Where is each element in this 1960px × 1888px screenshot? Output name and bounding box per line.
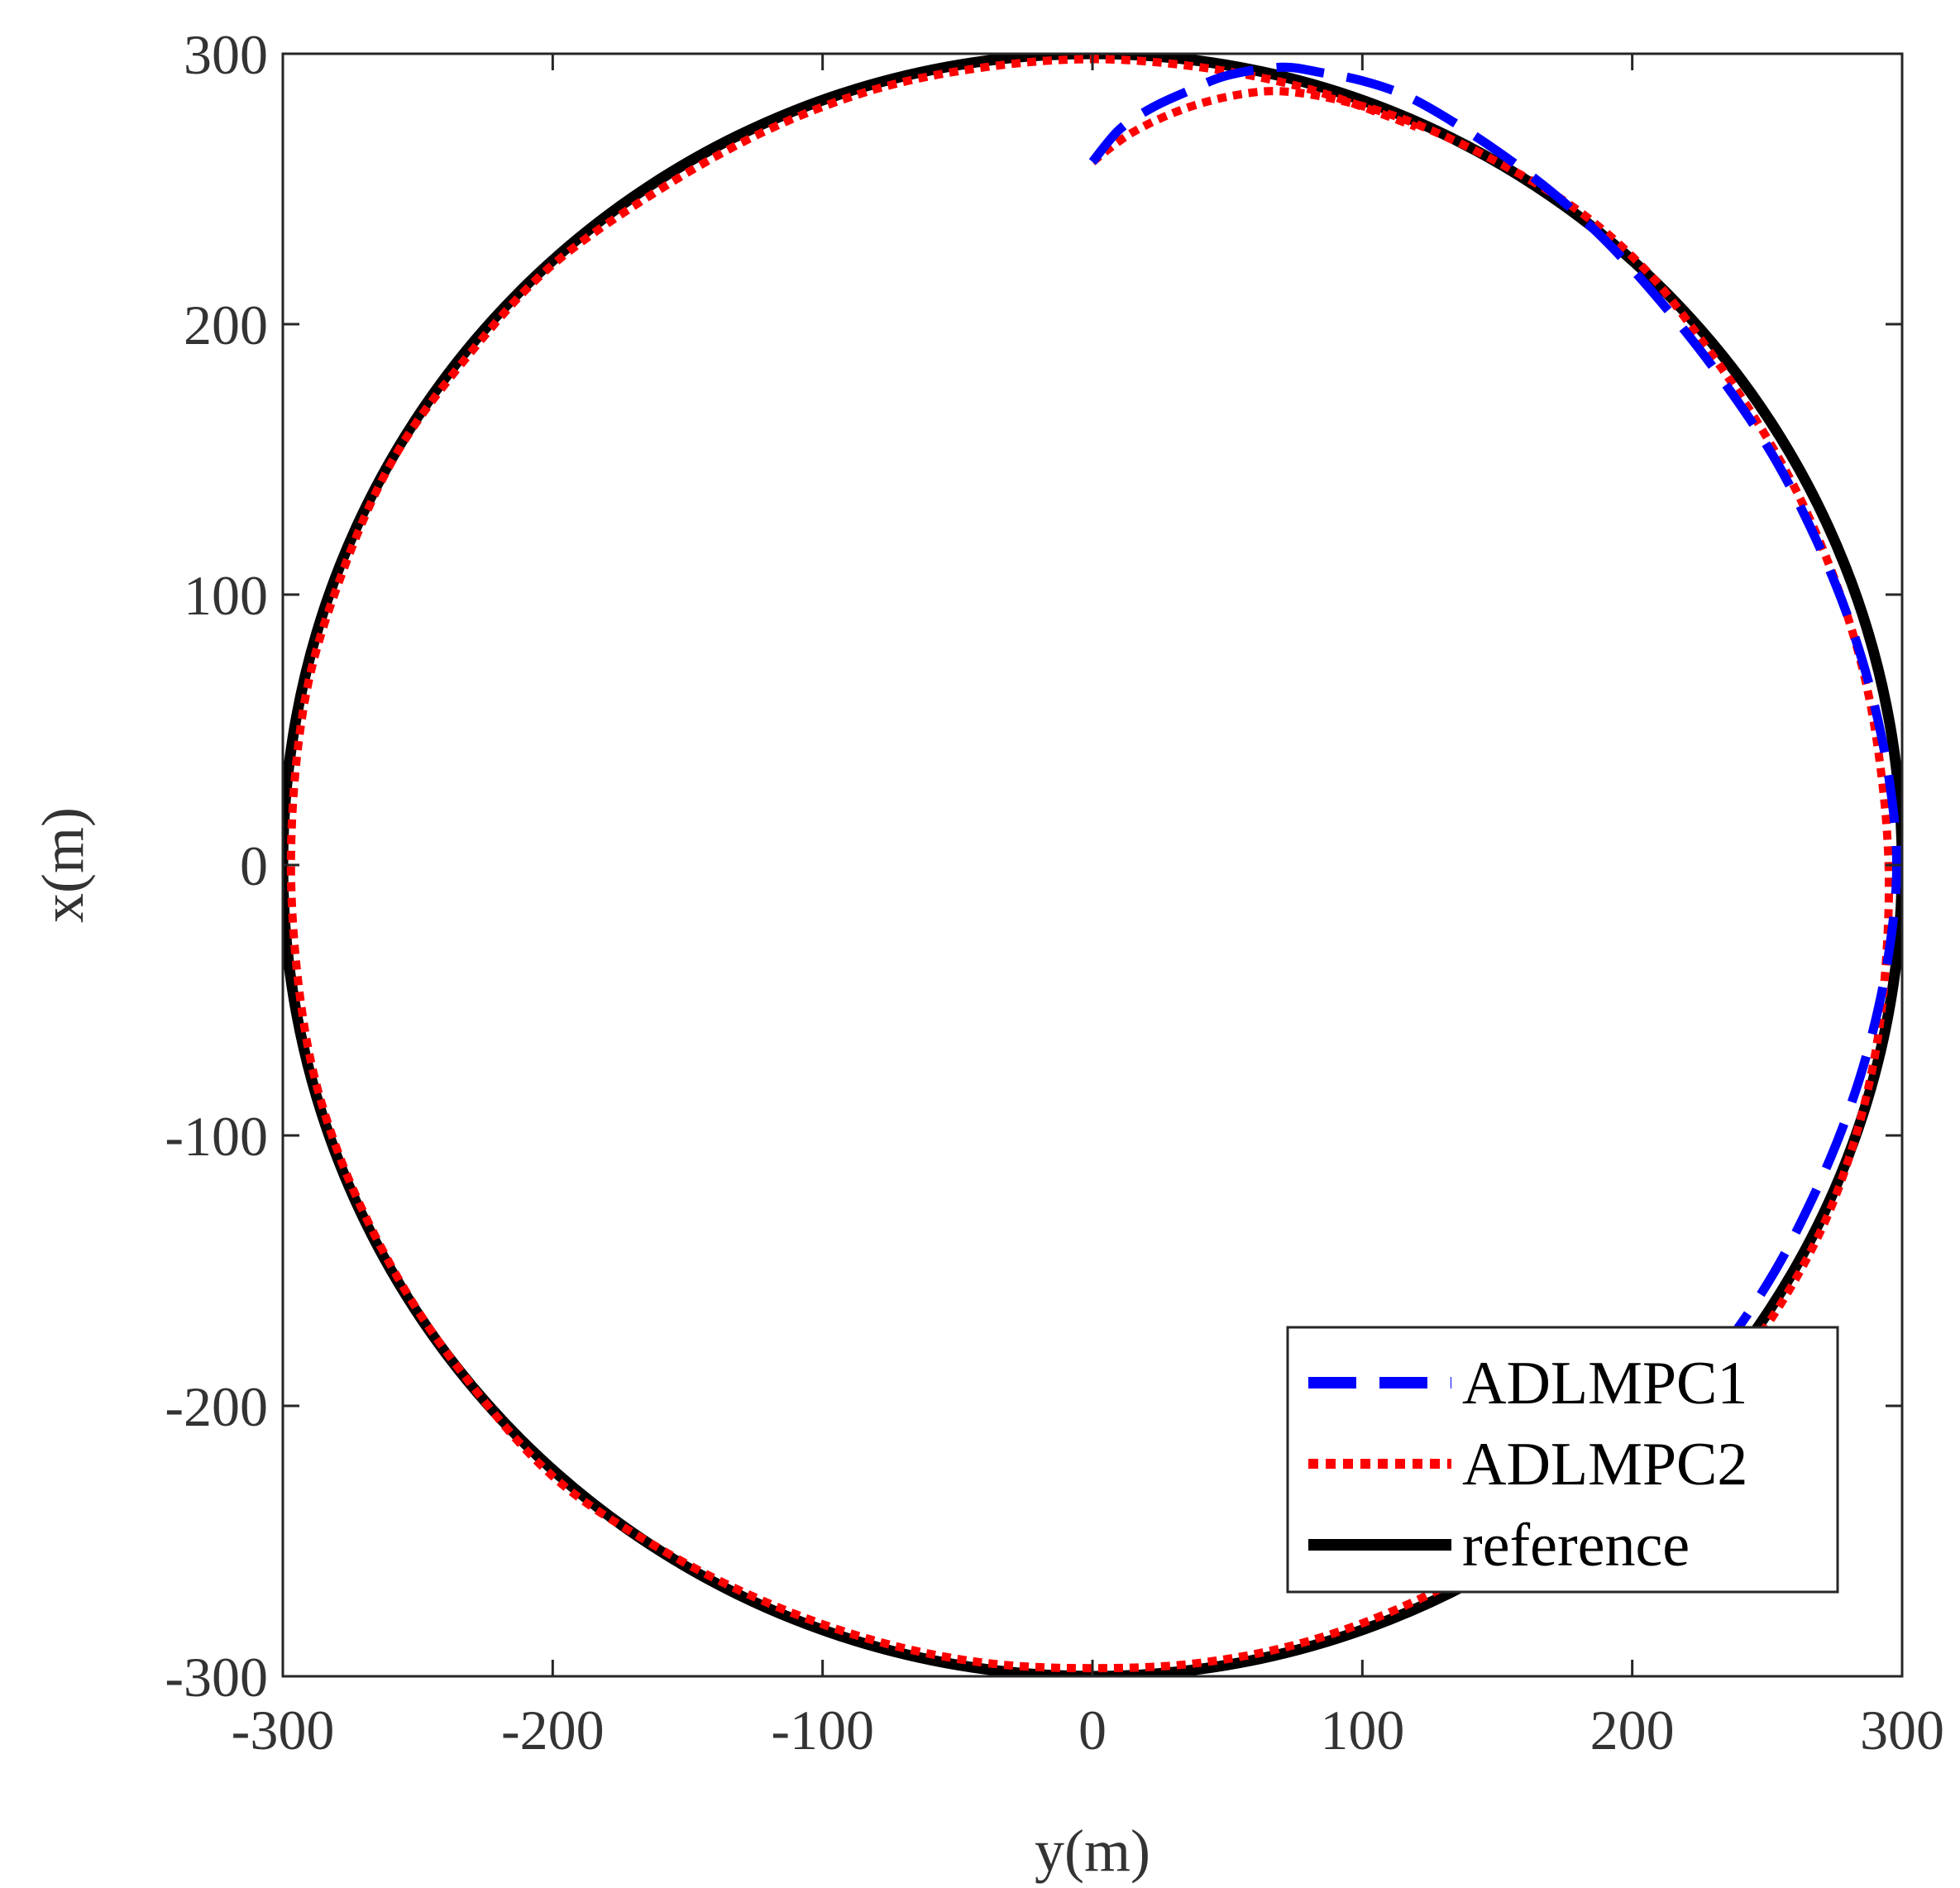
x-tick-label: 0	[1078, 1699, 1107, 1761]
y-tick-label: -200	[165, 1375, 268, 1438]
series-line-adlmpc1	[1088, 62, 1901, 1428]
y-tick-label: -100	[165, 1105, 268, 1168]
legend-label-reference: reference	[1462, 1512, 1690, 1580]
x-tick-labels: -300 -200 -100 0 100 200 300	[232, 1699, 1944, 1761]
legend-label-adlmpc1: ADLMPC1	[1462, 1350, 1747, 1417]
x-tick-label: -200	[501, 1699, 605, 1761]
y-tick-label: -300	[165, 1646, 268, 1709]
series-line-adlmpc2	[286, 55, 1894, 1673]
y-tick-label: 200	[184, 294, 268, 356]
y-tick-labels: -300 -200 -100 0 100 200 300	[165, 23, 268, 1709]
legend: ADLMPC1 ADLMPC2 reference	[1286, 1326, 1839, 1594]
legend-label-adlmpc2: ADLMPC2	[1462, 1431, 1747, 1498]
x-tick-label: 100	[1320, 1699, 1404, 1761]
y-axis-label: x(m)	[30, 807, 96, 923]
ticks-layer	[281, 52, 1904, 1678]
y-tick-label: 300	[184, 23, 268, 86]
y-tick-label: 0	[240, 834, 268, 897]
series-layer	[283, 54, 1902, 1676]
x-tick-label: 200	[1590, 1699, 1675, 1761]
x-axis-label: y(m)	[1035, 1818, 1150, 1884]
x-tick-label: -300	[232, 1699, 335, 1761]
y-tick-label: 100	[184, 564, 268, 627]
x-tick-label: -100	[771, 1699, 874, 1761]
x-tick-label: 300	[1860, 1699, 1944, 1761]
